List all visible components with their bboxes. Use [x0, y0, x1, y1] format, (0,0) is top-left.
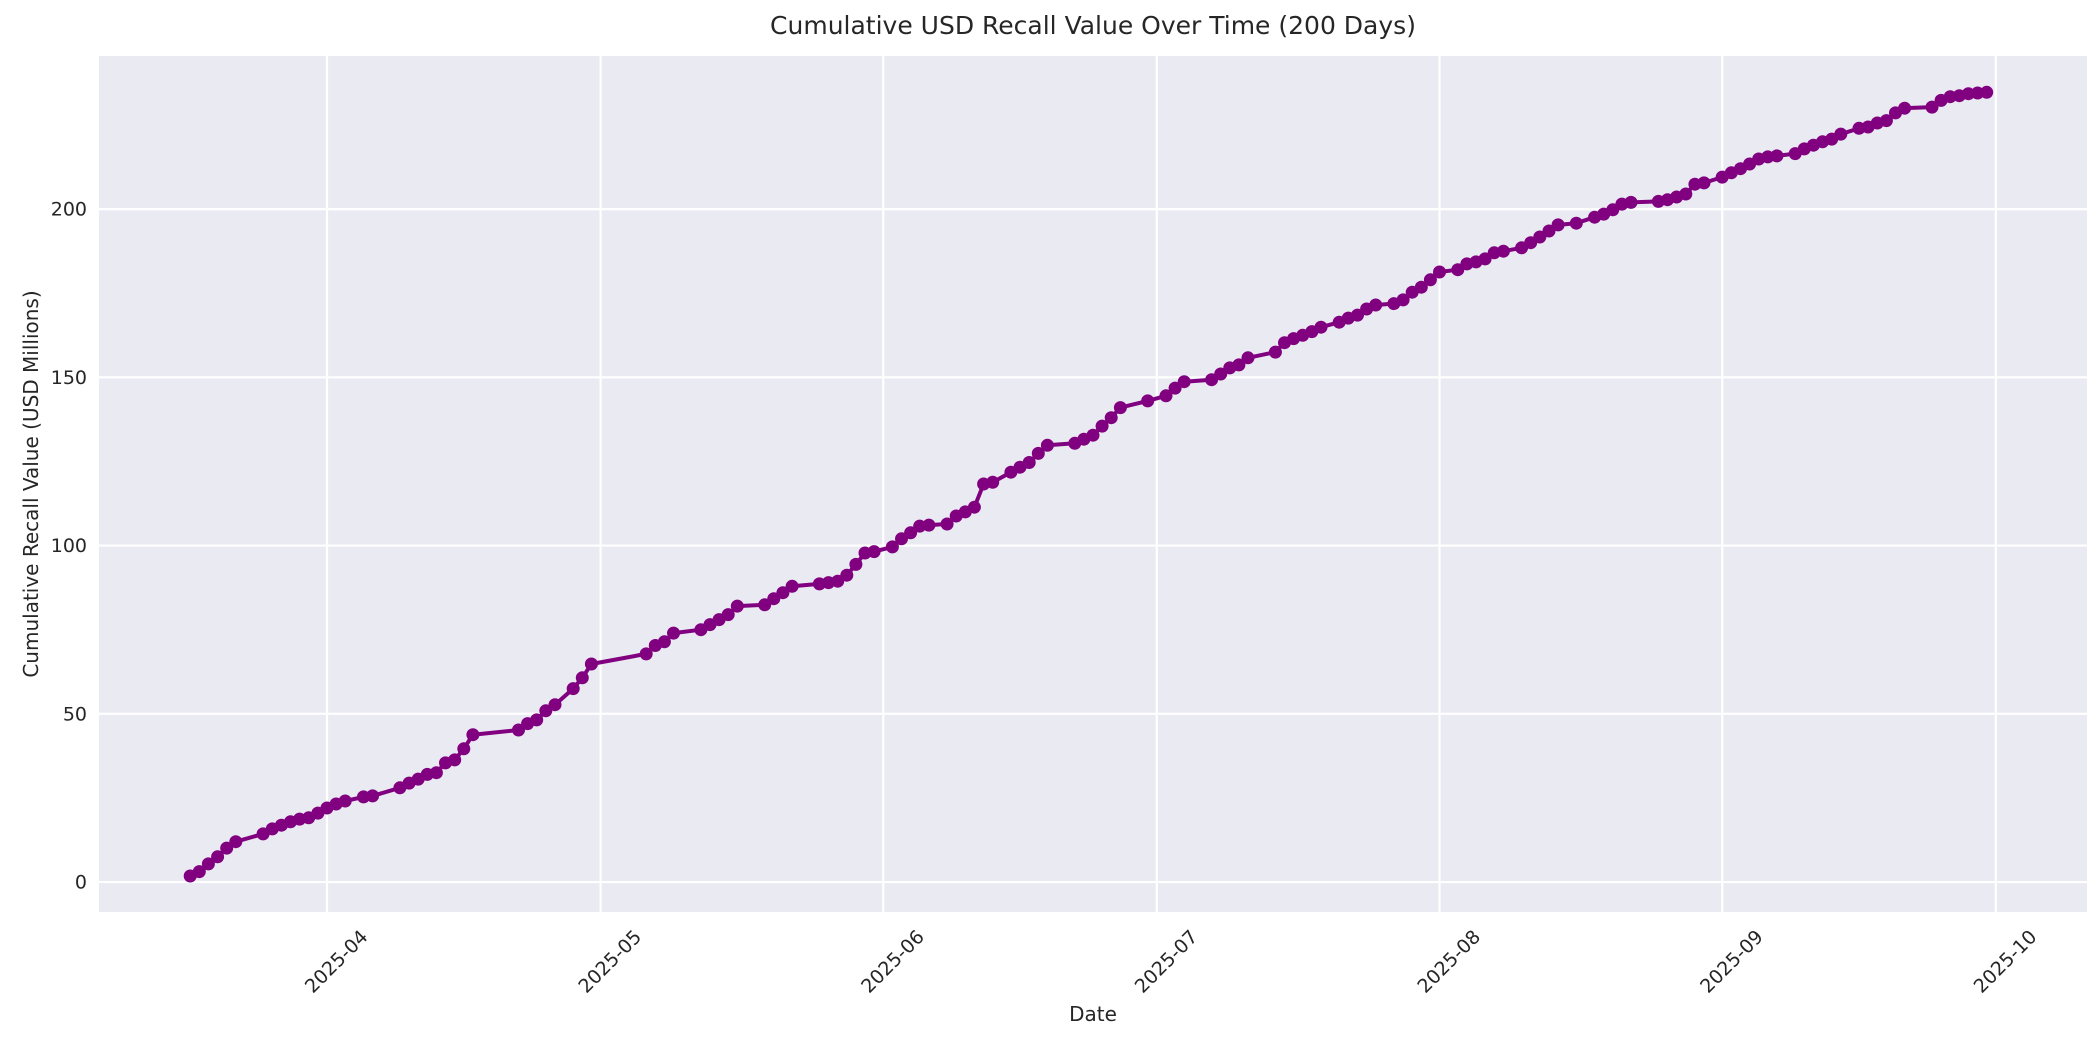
x-tick-label: 2025-08 — [1413, 926, 1485, 998]
data-point — [448, 753, 462, 767]
data-point — [1834, 127, 1848, 141]
data-point — [466, 728, 480, 742]
data-point — [1542, 224, 1556, 238]
x-tick-label: 2025-10 — [1970, 926, 2042, 998]
data-point — [1697, 176, 1711, 190]
y-tick-label: 100 — [51, 535, 87, 557]
data-point — [1214, 367, 1228, 381]
data-point — [1104, 411, 1118, 425]
y-axis-label: Cumulative Recall Value (USD Millions) — [19, 290, 43, 678]
data-point — [338, 794, 352, 808]
data-point — [1433, 265, 1446, 279]
data-point — [867, 545, 881, 559]
data-point — [1551, 218, 1565, 232]
data-point — [1268, 345, 1282, 359]
data-point — [840, 568, 854, 582]
data-point — [1351, 308, 1364, 322]
data-point — [229, 835, 243, 849]
x-tick-label: 2025-04 — [301, 926, 373, 998]
data-point — [1031, 446, 1045, 460]
data-point — [429, 766, 443, 780]
chart-title: Cumulative USD Recall Value Over Time (2… — [770, 11, 1416, 40]
data-point — [584, 657, 598, 671]
data-point — [922, 518, 936, 532]
data-point — [904, 526, 918, 540]
data-point — [1232, 358, 1246, 372]
data-point — [530, 713, 544, 727]
data-point — [220, 841, 234, 855]
data-point — [1168, 381, 1182, 395]
data-point — [721, 608, 735, 622]
data-point — [1177, 375, 1191, 389]
data-point — [1533, 230, 1547, 244]
data-point — [1396, 293, 1410, 307]
data-point — [758, 598, 772, 612]
data-point — [1022, 456, 1036, 469]
x-tick-label: 2025-09 — [1696, 926, 1768, 998]
data-point — [201, 857, 215, 871]
data-point — [1369, 298, 1383, 312]
data-point — [1423, 273, 1437, 287]
data-point — [1086, 428, 1100, 442]
y-tick-label: 200 — [51, 199, 87, 221]
data-point — [1569, 216, 1583, 230]
data-point — [1980, 85, 1994, 99]
data-point — [967, 500, 981, 514]
data-point — [539, 704, 553, 718]
data-point — [1141, 394, 1155, 408]
data-point — [849, 557, 863, 571]
data-point — [885, 540, 899, 554]
y-tick-label: 50 — [63, 703, 87, 725]
data-point — [1879, 114, 1893, 128]
data-point — [1898, 101, 1912, 115]
data-point — [1159, 389, 1173, 403]
data-point — [512, 723, 525, 737]
data-point — [1113, 401, 1127, 415]
data-point — [1925, 100, 1939, 114]
data-point — [657, 635, 671, 649]
x-tick-label: 2025-05 — [574, 926, 646, 998]
x-axis-label: Date — [1069, 1002, 1117, 1026]
data-point — [1241, 351, 1255, 365]
data-point — [776, 586, 790, 600]
data-point — [1314, 320, 1328, 334]
data-point — [457, 742, 471, 756]
x-tick-label: 2025-06 — [857, 926, 929, 998]
data-point — [986, 475, 1000, 489]
data-point — [1414, 280, 1428, 294]
data-point — [1679, 187, 1693, 201]
data-point — [192, 865, 206, 879]
data-point — [667, 626, 680, 640]
data-point — [211, 850, 225, 864]
data-point — [1040, 438, 1054, 452]
x-tick-label: 2025-07 — [1131, 926, 1203, 998]
data-point — [1478, 252, 1492, 266]
data-point — [1496, 244, 1510, 258]
data-point — [1624, 195, 1638, 209]
data-point — [575, 671, 589, 685]
data-point — [940, 517, 954, 531]
data-point — [1770, 149, 1784, 163]
data-point — [366, 789, 380, 803]
data-point — [548, 698, 562, 712]
data-point — [785, 579, 799, 593]
y-tick-label: 150 — [51, 367, 87, 389]
y-tick-label: 0 — [75, 872, 87, 894]
data-point — [1095, 419, 1109, 433]
data-point — [566, 682, 580, 696]
data-point — [639, 647, 653, 661]
data-point — [730, 599, 744, 613]
